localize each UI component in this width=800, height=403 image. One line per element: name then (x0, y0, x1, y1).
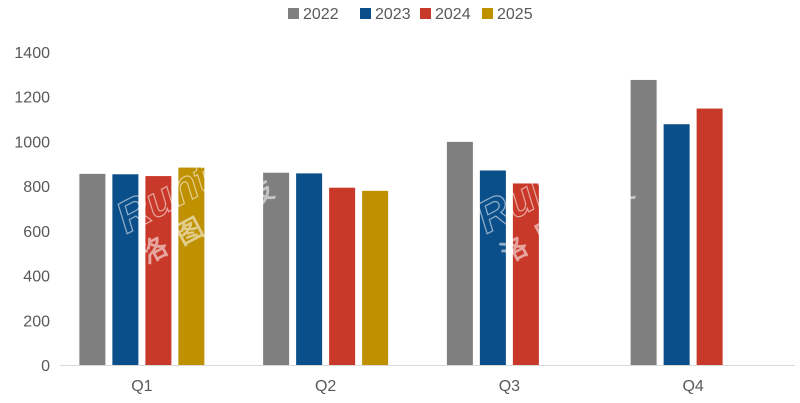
bar-q3-2022 (446, 141, 473, 365)
x-category-label: Q2 (315, 378, 336, 395)
bar-q1-2023 (112, 174, 139, 365)
legend-label-2025: 2025 (497, 6, 533, 23)
legend-label-2024: 2024 (435, 6, 471, 23)
bar-q1-2022 (79, 173, 106, 365)
bars (79, 79, 723, 366)
x-category-label: Q1 (131, 378, 152, 395)
bar-q3-2024 (512, 183, 539, 365)
bar-q3-2023 (479, 170, 506, 365)
y-tick-label: 1200 (14, 90, 50, 107)
y-tick-label: 800 (23, 179, 50, 196)
bar-q2-2022 (263, 172, 290, 365)
bar-q1-2025 (178, 167, 205, 365)
bar-q2-2024 (329, 187, 356, 365)
y-tick-label: 0 (41, 358, 50, 375)
y-tick-label: 1400 (14, 45, 50, 62)
bar-q2-2025 (362, 190, 389, 365)
x-category-label: Q4 (682, 378, 703, 395)
bar-q4-2022 (630, 79, 657, 366)
y-tick-label: 600 (23, 224, 50, 241)
bar-q4-2023 (663, 124, 690, 366)
legend-swatch-2022 (288, 8, 299, 19)
legend-label-2022: 2022 (303, 6, 339, 23)
bar-q2-2023 (296, 173, 323, 365)
bar-q1-2024 (145, 176, 172, 365)
y-tick-label: 200 (23, 313, 50, 330)
legend: 2022 2023 2024 2025 (288, 6, 533, 23)
y-tick-label: 1000 (14, 134, 50, 151)
x-axis: Q1 Q2 Q3 Q4 (60, 365, 795, 395)
bar-q4-2024 (696, 108, 723, 365)
y-tick-label: 400 (23, 269, 50, 286)
legend-label-2023: 2023 (375, 6, 411, 23)
legend-swatch-2025 (482, 8, 493, 19)
x-category-label: Q3 (499, 378, 520, 395)
y-axis: 0 200 400 600 800 1000 1200 1400 (14, 45, 50, 375)
legend-swatch-2024 (420, 8, 431, 19)
legend-swatch-2023 (360, 8, 371, 19)
